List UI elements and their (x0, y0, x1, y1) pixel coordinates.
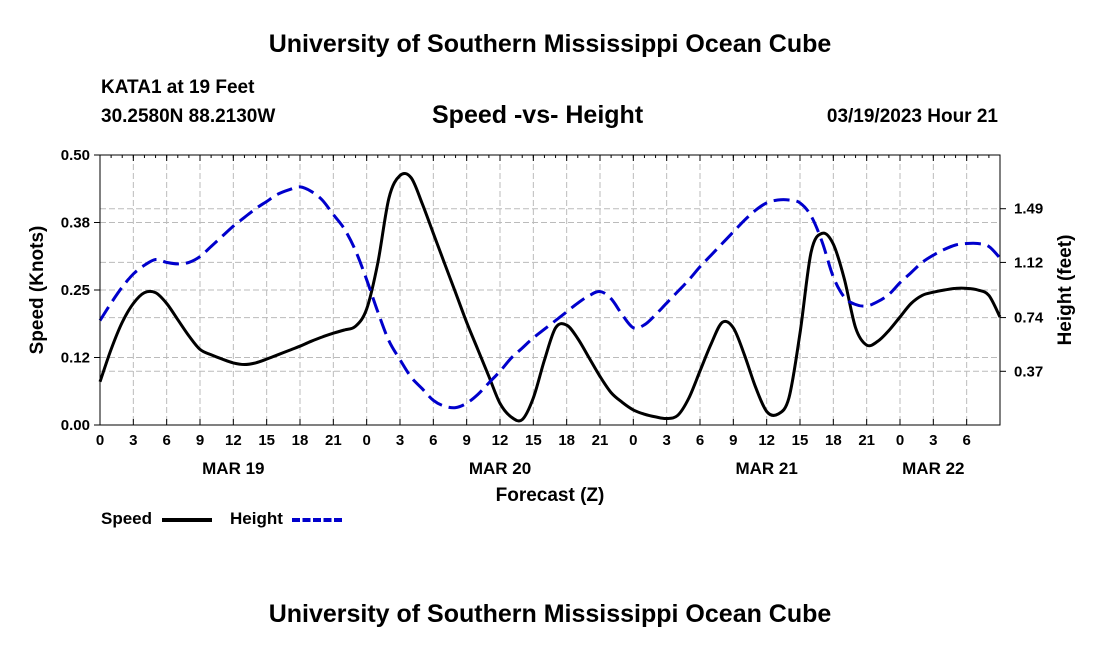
series-line-height (98, 185, 1002, 410)
legend-speed-label: Speed (101, 509, 153, 528)
x-tick-label: 3 (396, 432, 404, 449)
x-tick-label: 18 (558, 432, 575, 449)
legend-speed-swatch (162, 518, 212, 522)
y2-axis-title: Height (feet) (1055, 235, 1076, 346)
x-tick-label: 9 (462, 432, 470, 449)
grid-lines (100, 155, 1000, 425)
x-tick-label: 12 (225, 432, 242, 449)
date-label: MAR 19 (202, 459, 264, 478)
x-tick-label: 0 (96, 432, 104, 449)
legend-height-swatch (292, 518, 342, 522)
axis-labels: Forecast (Z) Speed (Knots) Height (feet) (27, 226, 1076, 506)
x-tick-label: 12 (492, 432, 509, 449)
y-tick-label: 0.12 (61, 350, 90, 367)
x-tick-label: 18 (292, 432, 309, 449)
x-tick-label: 21 (858, 432, 875, 449)
y2-tick-label: 1.49 (1014, 201, 1043, 218)
y-tick-label: 0.50 (61, 147, 90, 164)
station-label: KATA1 at 19 Feet (101, 77, 255, 98)
x-tick-label: 6 (429, 432, 437, 449)
y2-tick-label: 1.12 (1014, 254, 1043, 271)
x-tick-label: 0 (896, 432, 904, 449)
x-tick-label: 15 (258, 432, 275, 449)
x-tick-label: 0 (362, 432, 370, 449)
date-label: MAR 20 (469, 459, 531, 478)
y-tick-label: 0.38 (61, 215, 90, 232)
y-tick-label: 0.00 (61, 417, 90, 434)
footer-title: University of Southern Mississippi Ocean… (268, 600, 832, 628)
x-tick-label: 12 (758, 432, 775, 449)
x-tick-label: 9 (729, 432, 737, 449)
x-tick-label: 6 (696, 432, 704, 449)
x-tick-label: 18 (825, 432, 842, 449)
x-tick-label: 21 (592, 432, 609, 449)
x-tick-label: 9 (196, 432, 204, 449)
forecast-datetime: 03/19/2023 Hour 21 (826, 106, 998, 127)
x-axis-title: Forecast (Z) (496, 485, 605, 506)
x-tick-label: 21 (325, 432, 342, 449)
chart-main-title: University of Southern Mississippi Ocean… (268, 30, 832, 58)
y2-tick-label: 0.37 (1014, 363, 1043, 380)
date-label: MAR 22 (902, 459, 964, 478)
data-series (98, 171, 1002, 423)
station-coordinates: 30.2580N 88.2130W (101, 106, 276, 127)
y-axis-title: Speed (Knots) (27, 226, 48, 355)
x-tick-label: 0 (629, 432, 637, 449)
legend-height-label: Height (230, 509, 283, 528)
y-tick-label: 0.25 (61, 282, 90, 299)
x-tick-label: 3 (929, 432, 937, 449)
x-tick-label: 3 (662, 432, 670, 449)
x-tick-label: 6 (162, 432, 170, 449)
axis-ticks: 0 3 6 9 12 15 18 21 0 3 6 9 12 15 18 21 0 3 6 9 12 15 18 21 0 3 6 M… (61, 147, 1044, 478)
x-tick-label: 3 (129, 432, 137, 449)
chart-subtitle: Speed -vs- Height (432, 101, 644, 129)
x-tick-label: 15 (792, 432, 809, 449)
x-tick-label: 6 (962, 432, 970, 449)
x-tick-label: 15 (525, 432, 542, 449)
plot-frame (99, 154, 1001, 426)
date-label: MAR 21 (735, 459, 797, 478)
y2-tick-label: 0.74 (1014, 310, 1044, 327)
series-line-speed (98, 171, 1002, 423)
